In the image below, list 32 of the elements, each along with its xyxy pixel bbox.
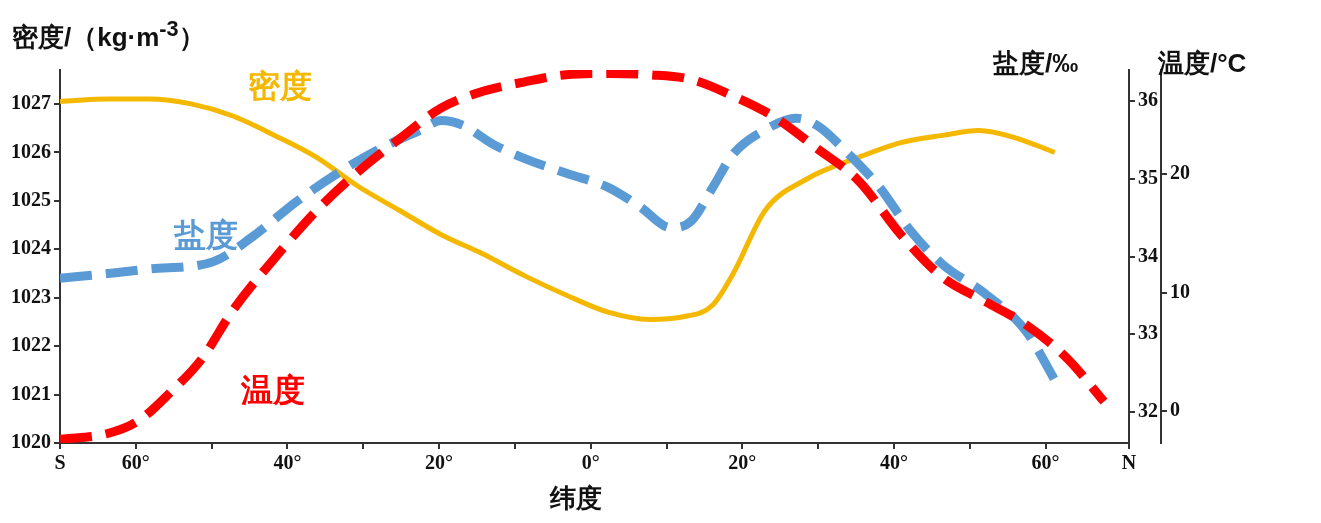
series-label: 温度: [239, 371, 305, 408]
y-axis-title: 密度/（kg·m$^{-3}$）: [12, 16, 205, 54]
x-tick-label: 40°: [879, 451, 908, 474]
y3-tick-label: 0: [1170, 398, 1180, 421]
y2-axis-title: 盐度/‰: [993, 47, 1079, 80]
y2-tick-label: 32: [1138, 399, 1158, 422]
y-tick-label: 1027: [11, 91, 51, 114]
x-tick-label: 20°: [425, 451, 454, 474]
series-label: 密度: [247, 67, 312, 104]
x-tick-label: S: [54, 451, 66, 474]
y-tick-label: 1026: [11, 139, 51, 162]
x-tick-label: 40°: [273, 451, 302, 474]
x-tick-label: 60°: [1031, 451, 1060, 474]
x-tick-label: N: [1121, 451, 1137, 474]
y3-tick-label: 10: [1170, 279, 1190, 302]
y2-tick-label: 36: [1138, 88, 1158, 111]
y3-axis-title: 温度/°C: [1158, 47, 1247, 80]
y-tick-label: 1022: [11, 333, 51, 356]
y-tick-label: 1025: [11, 187, 51, 210]
x-tick-label: 60°: [121, 451, 150, 474]
y-tick-label: 1021: [11, 381, 51, 404]
y-tick-label: 1020: [11, 430, 51, 453]
series-label: 盐度: [173, 216, 239, 253]
x-axis-title: 纬度: [548, 482, 603, 515]
x-tick-label: 20°: [728, 451, 757, 474]
y-tick-label: 1023: [11, 284, 51, 307]
y2-tick-label: 33: [1138, 321, 1158, 344]
y-tick-label: 1024: [11, 236, 51, 259]
x-tick-label: 0°: [581, 451, 600, 474]
y2-tick-label: 34: [1138, 243, 1158, 266]
y3-tick-label: 20: [1170, 161, 1190, 184]
y2-tick-label: 35: [1138, 165, 1158, 188]
